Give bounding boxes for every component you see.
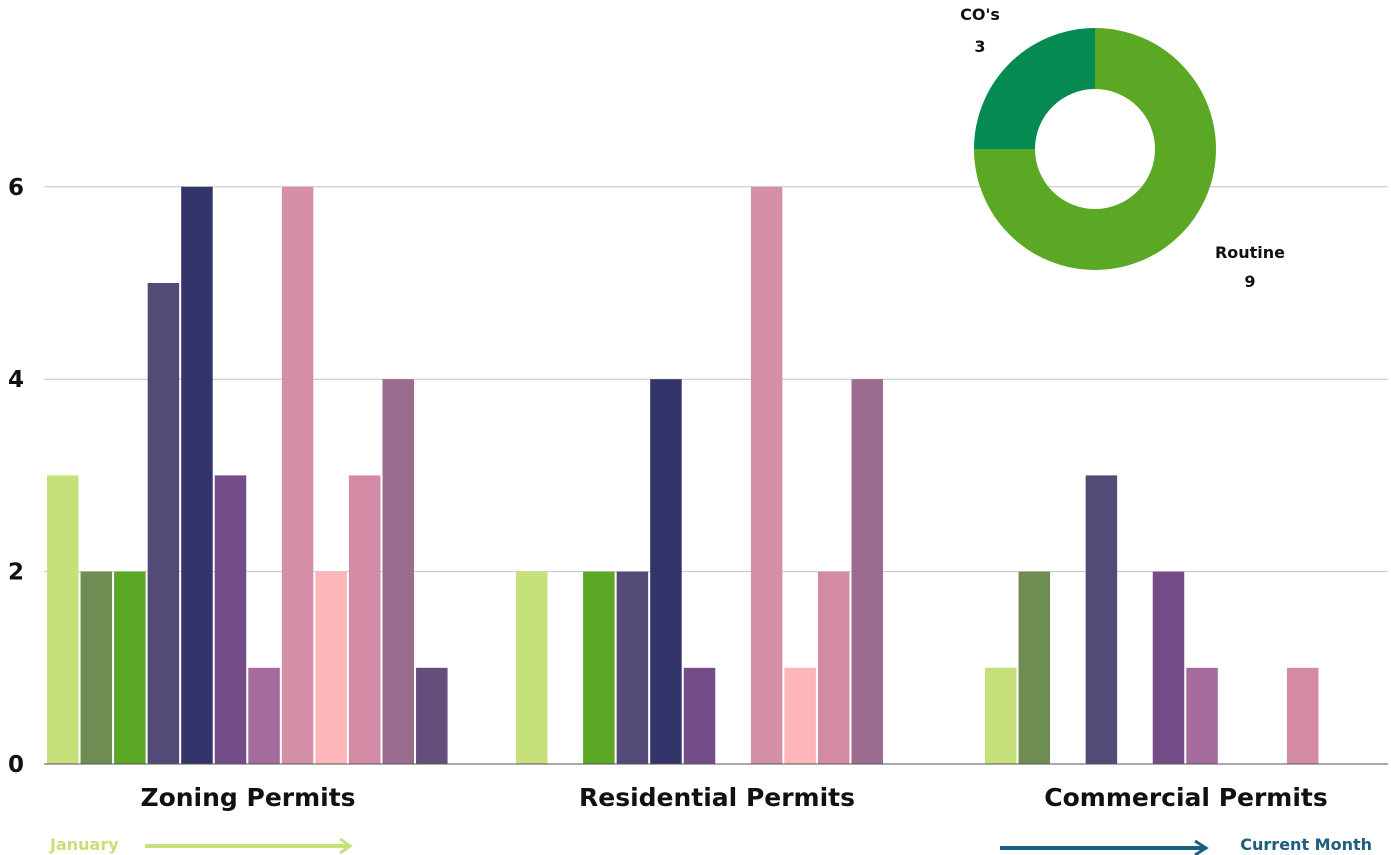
bar [281, 186, 314, 765]
bar [650, 379, 682, 764]
donut-slice [974, 28, 1095, 149]
y-tick-label: 6 [8, 175, 24, 201]
legend-start-label: January [49, 835, 119, 854]
bar [181, 186, 213, 765]
legend-start-arrowhead [339, 837, 353, 855]
bar [1186, 667, 1218, 764]
bar [348, 475, 381, 764]
bar [616, 571, 649, 764]
bar [416, 667, 448, 764]
x-tick-label: Zoning Permits [140, 783, 355, 812]
bar [1286, 667, 1319, 764]
legend-end-label: Current Month [1240, 835, 1372, 854]
bar [214, 475, 247, 764]
x-tick-label: Commercial Permits [1044, 783, 1328, 812]
bar [1018, 571, 1051, 764]
bar [817, 571, 850, 764]
bar [516, 571, 548, 764]
bar [683, 667, 716, 764]
bar [248, 667, 280, 764]
x-tick-label: Residential Permits [579, 783, 855, 812]
slice-value: 9 [1244, 272, 1255, 291]
bar [851, 379, 883, 764]
slice-label: CO's [960, 5, 1000, 24]
bar [784, 667, 816, 764]
bar [114, 571, 146, 764]
legend-end-arrowhead [1194, 839, 1209, 855]
donut-chart: CO's 3 Routine 9 [960, 5, 1285, 291]
y-tick-label: 4 [8, 367, 24, 393]
bar [1152, 571, 1185, 764]
bar [47, 475, 79, 764]
y-axis: 0 2 4 6 [8, 175, 24, 778]
bar [1085, 475, 1118, 764]
y-tick-label: 0 [8, 752, 24, 778]
slice-label: Routine [1215, 243, 1285, 262]
bar [147, 283, 180, 764]
y-tick-label: 2 [8, 560, 24, 586]
bar-series [47, 186, 1319, 765]
bar [382, 379, 414, 764]
bar [315, 571, 347, 764]
bar [750, 186, 783, 765]
slice-value: 3 [974, 37, 985, 56]
x-axis: Zoning Permits Residential Permits Commerc… [140, 783, 1327, 812]
bar [985, 667, 1017, 764]
month-legend: January Current Month [49, 835, 1372, 855]
donut-slice [974, 28, 1216, 270]
bar [583, 571, 615, 764]
bar [80, 571, 113, 764]
